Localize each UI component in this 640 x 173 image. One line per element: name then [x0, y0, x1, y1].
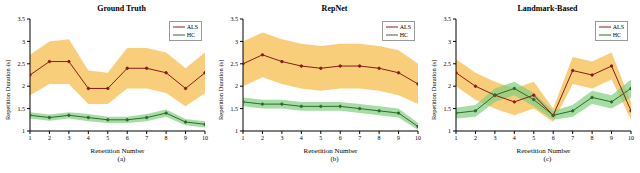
html-text:Landmark-Based: Landmark-Based: [517, 4, 578, 13]
svg-text:2.5: 2.5: [18, 61, 26, 67]
svg-text:1: 1: [235, 128, 238, 134]
svg-text:5: 5: [106, 135, 109, 141]
svg-text:10: 10: [202, 135, 208, 141]
svg-text:9: 9: [610, 135, 613, 141]
svg-text:10: 10: [415, 135, 421, 141]
svg-text:3.5: 3.5: [18, 16, 26, 22]
svg-text:Repetition Number: Repetition Number: [304, 147, 359, 153]
svg-text:3: 3: [448, 39, 451, 45]
svg-text:4: 4: [300, 135, 303, 141]
html-text:Ground Truth: Ground Truth: [97, 4, 146, 13]
svg-text:1: 1: [448, 128, 451, 134]
svg-text:2: 2: [235, 83, 238, 89]
svg-text:3: 3: [280, 135, 283, 141]
svg-text:9: 9: [184, 135, 187, 141]
html-text:ALS: ALS: [399, 24, 411, 30]
svg-text:3.5: 3.5: [444, 16, 452, 22]
svg-text:1.5: 1.5: [444, 106, 452, 112]
svg-text:8: 8: [165, 135, 168, 141]
svg-text:9: 9: [397, 135, 400, 141]
html-text:HC: HC: [612, 32, 621, 38]
svg-text:8: 8: [591, 135, 594, 141]
svg-text:2.5: 2.5: [231, 61, 239, 67]
svg-text:2: 2: [448, 83, 451, 89]
html-text:HC: HC: [186, 32, 195, 38]
svg-text:7: 7: [571, 135, 574, 141]
svg-text:2.5: 2.5: [444, 61, 452, 67]
svg-text:2: 2: [22, 83, 25, 89]
svg-text:1.5: 1.5: [231, 106, 239, 112]
svg-text:6: 6: [339, 135, 342, 141]
svg-text:2: 2: [48, 135, 51, 141]
svg-text:3.5: 3.5: [231, 16, 239, 22]
svg-text:Repetition Duration (s): Repetition Duration (s): [217, 60, 225, 120]
svg-text:2: 2: [474, 135, 477, 141]
svg-text:1: 1: [242, 135, 245, 141]
svg-text:7: 7: [145, 135, 148, 141]
svg-text:5: 5: [532, 135, 535, 141]
html-text:(c): (c): [543, 155, 552, 163]
svg-text:Repetition Number: Repetition Number: [517, 147, 572, 153]
svg-text:4: 4: [87, 135, 90, 141]
svg-text:7: 7: [358, 135, 361, 141]
svg-text:8: 8: [378, 135, 381, 141]
html-text:(a): (a): [117, 155, 126, 163]
svg-text:4: 4: [513, 135, 516, 141]
svg-text:3: 3: [235, 39, 238, 45]
svg-text:1: 1: [29, 135, 32, 141]
svg-text:Repetition Duration (s): Repetition Duration (s): [8, 60, 12, 120]
svg-text:6: 6: [552, 135, 555, 141]
svg-text:10: 10: [628, 135, 632, 141]
svg-text:5: 5: [319, 135, 322, 141]
html-text:HC: HC: [399, 32, 408, 38]
svg-text:3: 3: [67, 135, 70, 141]
svg-text:3: 3: [22, 39, 25, 45]
html-text:(b): (b): [330, 155, 339, 163]
html-text:ALS: ALS: [186, 24, 198, 30]
svg-text:1.5: 1.5: [18, 106, 26, 112]
svg-text:1: 1: [22, 128, 25, 134]
svg-text:6: 6: [126, 135, 129, 141]
svg-text:3: 3: [493, 135, 496, 141]
svg-text:2: 2: [261, 135, 264, 141]
svg-text:Repetition Number: Repetition Number: [91, 147, 146, 153]
html-text:RepNet: RepNet: [321, 4, 348, 13]
svg-text:1: 1: [455, 135, 458, 141]
svg-text:Repetition Duration (s): Repetition Duration (s): [430, 60, 438, 120]
html-text:ALS: ALS: [612, 24, 624, 30]
